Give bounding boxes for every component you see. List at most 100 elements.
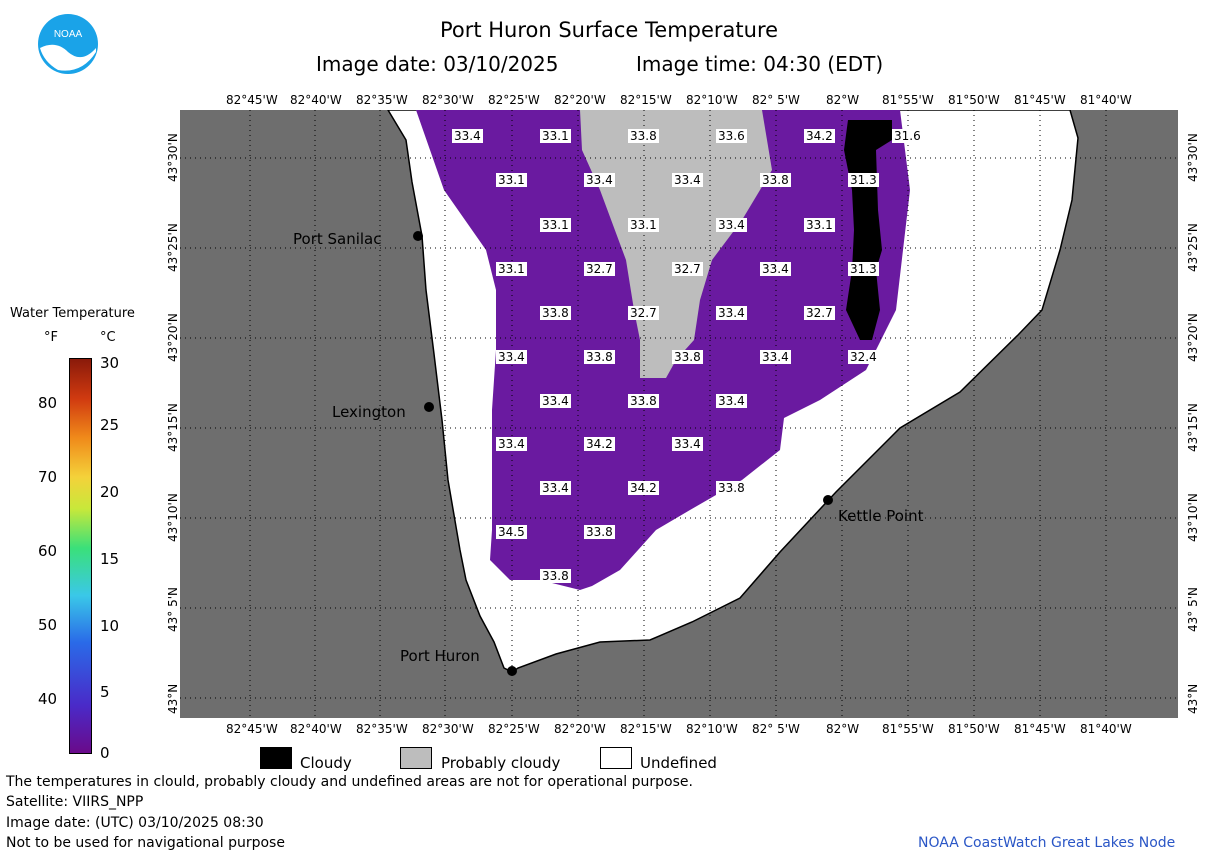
temp-label: 33.4 (540, 481, 571, 495)
temp-label: 33.4 (452, 129, 483, 143)
colorbar-f-tick: 50 (38, 616, 58, 634)
colorbar-c-tick: 30 (100, 354, 120, 372)
lat-tick: 43°30'N (166, 133, 180, 182)
disclaimer: The temperatures in clould, probably clo… (6, 774, 693, 790)
temp-label: 33.8 (540, 569, 571, 583)
colorbar-f-tick: 70 (38, 468, 58, 486)
lat-tick: 43°20'N (166, 313, 180, 362)
lon-tick-bottom: 81°45'W (1014, 722, 1066, 736)
legend-undefined-swatch (600, 747, 632, 769)
temp-label: 33.4 (716, 394, 747, 408)
temp-label: 33.1 (496, 262, 527, 276)
lat-tick: 43°10'N (166, 493, 180, 542)
colorbar-unit-c: °C (100, 330, 116, 345)
lat-tick-right: 43°N (1186, 683, 1200, 714)
city-kettle-point: Kettle Point (838, 507, 924, 525)
legend-probably-cloudy-label: Probably cloudy (441, 754, 561, 772)
lon-tick: 82°35'W (356, 93, 408, 107)
lon-tick-bottom: 82°35'W (356, 722, 408, 736)
temp-label: 33.4 (716, 218, 747, 232)
temp-label: 33.4 (584, 173, 615, 187)
temp-label: 33.4 (496, 350, 527, 364)
temp-label: 33.4 (672, 437, 703, 451)
temp-label: 33.8 (716, 481, 747, 495)
temp-label: 33.4 (672, 173, 703, 187)
temp-label: 34.2 (584, 437, 615, 451)
lat-tick: 43°15'N (166, 403, 180, 452)
marker-kettle-point (823, 495, 833, 505)
lon-tick-bottom: 82°45'W (226, 722, 278, 736)
temp-label: 31.3 (848, 262, 879, 276)
nav-warning: Not to be used for navigational purpose (6, 835, 285, 851)
lon-tick-bottom: 82° 5'W (752, 722, 800, 736)
lon-tick: 82°10'W (686, 93, 738, 107)
legend-probably-cloudy-swatch (400, 747, 432, 769)
temp-label: 34.2 (628, 481, 659, 495)
temp-label: 32.7 (804, 306, 835, 320)
temp-label: 33.6 (716, 129, 747, 143)
colorbar-title: Water Temperature (10, 306, 135, 321)
temp-label: 32.4 (848, 350, 879, 364)
credit: NOAA CoastWatch Great Lakes Node (918, 835, 1176, 851)
temp-label: 31.3 (848, 173, 879, 187)
lon-tick: 82°15'W (620, 93, 672, 107)
lon-tick-bottom: 82°W (826, 722, 860, 736)
marker-port-sanilac (413, 231, 423, 241)
temp-label: 33.8 (672, 350, 703, 364)
temp-label: 33.1 (540, 218, 571, 232)
colorbar-f-tick: 80 (38, 394, 58, 412)
colorbar-c-tick: 10 (100, 617, 120, 635)
probably-cloudy-area (580, 110, 772, 378)
lon-tick: 82°W (826, 93, 860, 107)
lon-tick-bottom: 81°50'W (948, 722, 1000, 736)
temp-label: 33.8 (628, 394, 659, 408)
map-title: Port Huron Surface Temperature (439, 18, 779, 42)
temp-label: 33.4 (540, 394, 571, 408)
temp-label: 33.4 (716, 306, 747, 320)
lon-tick-bottom: 82°15'W (620, 722, 672, 736)
map-panel (180, 110, 1178, 718)
temp-label: 33.8 (540, 306, 571, 320)
lon-tick: 82°30'W (422, 93, 474, 107)
colorbar-c-tick: 0 (100, 744, 110, 762)
marker-port-huron (507, 666, 517, 676)
lon-tick-bottom: 82°20'W (554, 722, 606, 736)
lon-tick: 81°55'W (882, 93, 934, 107)
temp-label: 33.4 (496, 437, 527, 451)
temp-label: 33.8 (628, 129, 659, 143)
city-port-huron: Port Huron (400, 647, 480, 665)
lat-tick-right: 43°15'N (1186, 403, 1200, 452)
lat-tick-right: 43° 5'N (1186, 587, 1200, 632)
temp-label: 33.4 (760, 350, 791, 364)
lat-tick-right: 43°25'N (1186, 223, 1200, 272)
lat-tick: 43°N (166, 683, 180, 714)
lon-tick-bottom: 81°55'W (882, 722, 934, 736)
lon-tick: 81°50'W (948, 93, 1000, 107)
temp-label: 33.1 (804, 218, 835, 232)
temp-label: 32.7 (672, 262, 703, 276)
temp-label: 34.2 (804, 129, 835, 143)
image-time: Image time: 04:30 (EDT) (636, 52, 884, 76)
noaa-logo: NOAA (38, 14, 98, 74)
colorbar-c-tick: 25 (100, 416, 120, 434)
lon-tick: 81°40'W (1080, 93, 1132, 107)
image-date-utc: Image date: (UTC) 03/10/2025 08:30 (6, 815, 264, 831)
lon-tick-bottom: 82°40'W (290, 722, 342, 736)
legend-cloudy-swatch (260, 747, 292, 769)
colorbar-f-tick: 40 (38, 690, 58, 708)
lon-tick-bottom: 82°30'W (422, 722, 474, 736)
marker-lexington (424, 402, 434, 412)
lon-tick-bottom: 82°25'W (488, 722, 540, 736)
lon-tick-bottom: 81°40'W (1080, 722, 1132, 736)
lat-tick-right: 43°20'N (1186, 313, 1200, 362)
temp-label: 33.1 (628, 218, 659, 232)
lat-tick: 43° 5'N (166, 587, 180, 632)
colorbar-c-tick: 15 (100, 550, 120, 568)
lon-tick: 82°45'W (226, 93, 278, 107)
temp-label: 33.1 (540, 129, 571, 143)
lon-tick: 82°40'W (290, 93, 342, 107)
lat-tick-right: 43°10'N (1186, 493, 1200, 542)
lon-tick-bottom: 82°10'W (686, 722, 738, 736)
temp-label: 33.4 (760, 262, 791, 276)
temp-label: 33.8 (760, 173, 791, 187)
